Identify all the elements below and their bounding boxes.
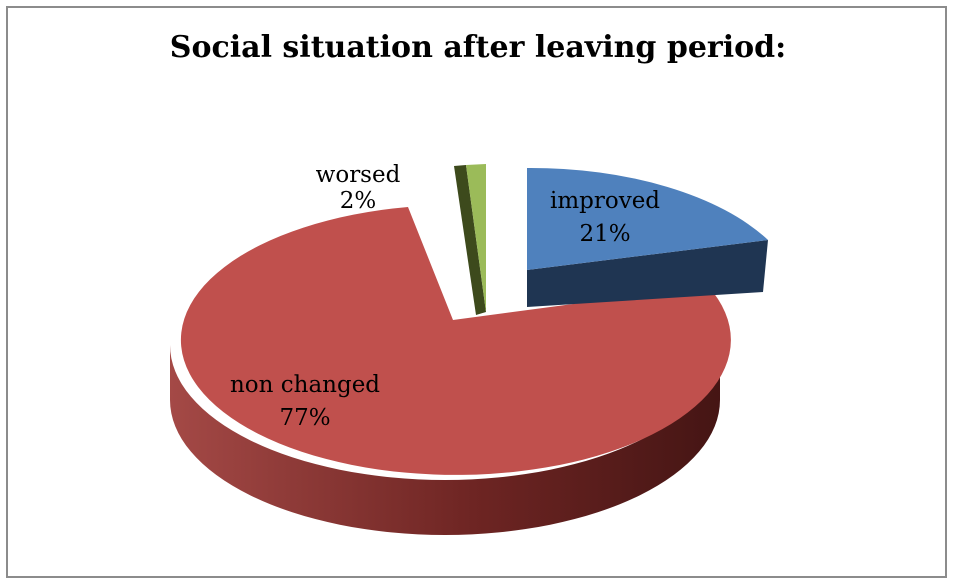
slice-improved (527, 167, 768, 307)
slice-worsed (454, 164, 486, 315)
label-non-changed-pct: 77% (279, 405, 330, 431)
slice-worsed-top (466, 164, 486, 312)
label-improved: improved (550, 188, 660, 214)
label-non-changed: non changed (230, 372, 380, 398)
chart-title: Social situation after leaving period: (169, 30, 787, 65)
label-worsed-pct: 2% (340, 188, 377, 214)
slice-non-changed-top (180, 207, 731, 475)
slice-non-changed (170, 207, 731, 535)
label-improved-pct: 21% (579, 221, 630, 247)
slice-improved-top (527, 167, 768, 270)
slice-improved-side (527, 240, 768, 307)
label-worsed: worsed (316, 162, 401, 188)
slice-non-changed-side (170, 345, 720, 535)
slice-worsed-side (454, 165, 486, 315)
